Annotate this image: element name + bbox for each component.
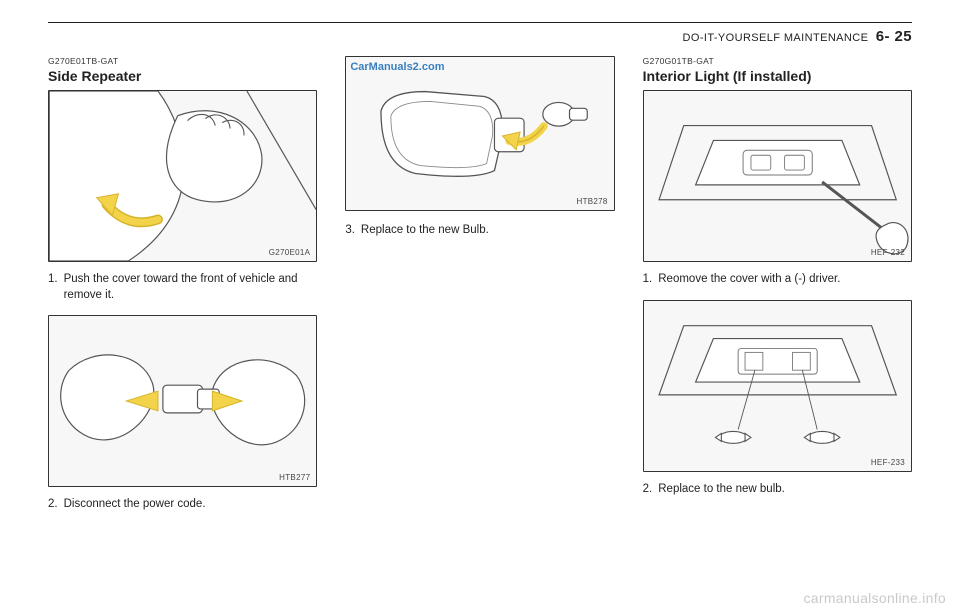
- step-3: 3. Replace to the new Bulb.: [345, 223, 614, 239]
- figure-label: HTB278: [577, 197, 608, 206]
- section-title: DO-IT-YOURSELF MAINTENANCE: [683, 32, 869, 44]
- watermark-footer: carmanualsonline.info: [804, 590, 947, 606]
- figure-label: HEF-233: [871, 458, 905, 467]
- figure-interior-light-cover: HEF-232: [643, 90, 912, 262]
- page-number: 6- 25: [876, 28, 912, 45]
- step-text: Reomove the cover with a (-) driver.: [658, 272, 912, 288]
- figure-side-repeater-remove-cover: G270E01A: [48, 90, 317, 262]
- figure-label: HTB277: [279, 473, 310, 482]
- figure-svg: [346, 57, 613, 210]
- step-text: Disconnect the power code.: [64, 497, 318, 513]
- column-2: CarManuals2.com HTB278: [345, 56, 614, 584]
- step-text: Replace to the new bulb.: [658, 482, 912, 498]
- figure-svg: [49, 91, 316, 261]
- step-number: 1.: [643, 272, 653, 288]
- step-text: Push the cover toward the front of vehic…: [64, 272, 318, 303]
- step-number: 2.: [48, 497, 58, 513]
- step-1: 1. Reomove the cover with a (-) driver.: [643, 272, 912, 288]
- step-2: 2. Replace to the new bulb.: [643, 482, 912, 498]
- column-1: G270E01TB-GAT Side Repeater G270E01A: [48, 56, 317, 584]
- figure-label: G270E01A: [269, 248, 311, 257]
- proc-code: G270E01TB-GAT: [48, 56, 317, 66]
- columns: G270E01TB-GAT Side Repeater G270E01A: [48, 56, 912, 584]
- step-number: 2.: [643, 482, 653, 498]
- step-number: 3.: [345, 223, 355, 239]
- figure-svg: [49, 316, 316, 486]
- header-rule: [48, 22, 912, 23]
- step-1: 1. Push the cover toward the front of ve…: [48, 272, 317, 303]
- figure-label: HEF-232: [871, 248, 905, 257]
- step-text: Replace to the new Bulb.: [361, 223, 615, 239]
- figure-replace-bulb: CarManuals2.com HTB278: [345, 56, 614, 211]
- proc-heading: Interior Light (If installed): [643, 68, 912, 84]
- column-3: G270G01TB-GAT Interior Light (If install…: [643, 56, 912, 584]
- figure-svg: [644, 301, 911, 471]
- figure-svg: [644, 91, 911, 261]
- watermark-carmanuals2: CarManuals2.com: [350, 61, 444, 73]
- figure-disconnect-power: HTB277: [48, 315, 317, 487]
- running-header: DO-IT-YOURSELF MAINTENANCE 6- 25: [683, 28, 912, 45]
- step-2: 2. Disconnect the power code.: [48, 497, 317, 513]
- manual-page: DO-IT-YOURSELF MAINTENANCE 6- 25 G270E01…: [0, 0, 960, 612]
- figure-interior-light-bulbs: HEF-233: [643, 300, 912, 472]
- step-number: 1.: [48, 272, 58, 303]
- proc-heading: Side Repeater: [48, 68, 317, 84]
- proc-code: G270G01TB-GAT: [643, 56, 912, 66]
